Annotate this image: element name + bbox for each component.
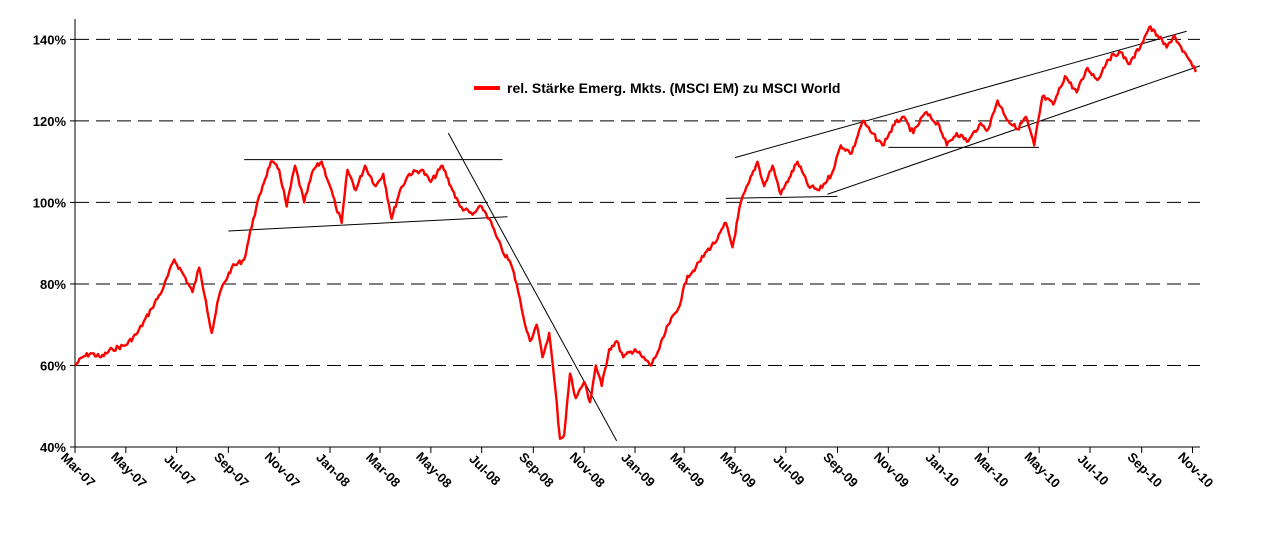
x-tick-label: Nov-08 xyxy=(567,449,608,490)
y-axis-labels: 40% 60% 80% 100% 120% 140% xyxy=(33,32,67,455)
x-tick-label: Jan-10 xyxy=(922,450,962,490)
x-axis-labels: Mar-07 May-07 Jul-07 Sep-07 Nov-07 Jan-08 Mar-… xyxy=(58,449,1216,491)
x-tick-label: Jan-08 xyxy=(313,450,353,490)
x-tick-label: Jan-09 xyxy=(618,450,658,490)
series-line xyxy=(74,25,1197,440)
x-tick-label: Jul-08 xyxy=(466,451,503,488)
x-tick-label: Sep-09 xyxy=(820,449,861,490)
x-tick-label: Jul-10 xyxy=(1075,451,1112,488)
x-tick-label: Nov-09 xyxy=(871,449,912,490)
y-tick-label: 140% xyxy=(33,32,67,47)
trendline xyxy=(447,132,618,442)
x-tick-label: May-10 xyxy=(1021,449,1063,491)
x-tick-label: May-07 xyxy=(108,449,150,491)
x-tick-label: Jul-09 xyxy=(770,451,807,488)
trendline xyxy=(827,65,1201,195)
x-tick-label: Nov-10 xyxy=(1175,449,1216,490)
y-tick-label: 80% xyxy=(40,277,66,292)
x-tick-label: Sep-10 xyxy=(1124,449,1165,490)
x-tick-label: Jul-07 xyxy=(161,451,198,488)
x-tick-label: Mar-10 xyxy=(971,450,1011,490)
x-tick-label: Mar-07 xyxy=(58,450,98,490)
y-tick-label: 60% xyxy=(40,358,66,373)
trendlines xyxy=(228,30,1201,442)
x-tick-label: May-09 xyxy=(717,449,759,491)
y-tick-label: 40% xyxy=(40,440,66,455)
trendline xyxy=(734,30,1187,159)
grid-lines xyxy=(75,38,1200,366)
trendline xyxy=(228,216,508,232)
trendline xyxy=(725,195,838,199)
x-tick-label: Mar-09 xyxy=(667,450,707,490)
y-tick-label: 120% xyxy=(33,114,67,129)
x-tick-label: Mar-08 xyxy=(363,450,403,490)
x-tick-label: Sep-07 xyxy=(211,449,252,490)
series-lines xyxy=(74,25,1197,440)
legend: rel. Stärke Emerg. Mkts. (MSCI EM) zu MS… xyxy=(474,80,840,96)
legend-label: rel. Stärke Emerg. Mkts. (MSCI EM) zu MS… xyxy=(507,80,840,96)
x-tick-label: May-08 xyxy=(413,449,455,491)
y-tick-label: 100% xyxy=(33,195,67,210)
axes xyxy=(70,19,1200,453)
x-tick-label: Nov-07 xyxy=(262,449,303,490)
x-tick-label: Sep-08 xyxy=(516,449,557,490)
